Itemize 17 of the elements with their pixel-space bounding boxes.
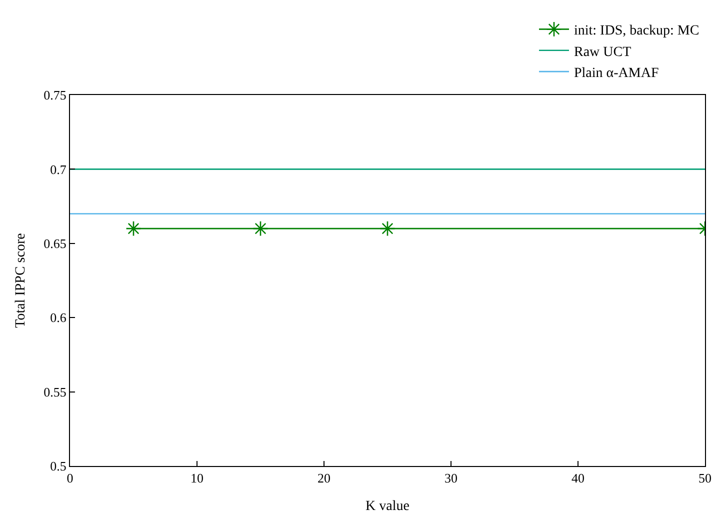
y-tick-label: 0.75 — [44, 88, 66, 103]
y-tick-label: 0.7 — [50, 162, 67, 177]
y-tick-label: 0.65 — [44, 236, 66, 251]
y-tick-label: 0.55 — [44, 384, 66, 400]
y-tick-label: 0.6 — [50, 310, 67, 326]
x-tick-label: 30 — [444, 470, 458, 486]
x-tick-label: 0 — [66, 470, 74, 486]
legend-label: Raw UCT — [574, 44, 632, 60]
y-axis-title: Total IPPC score — [13, 233, 28, 328]
x-tick-label: 50 — [698, 470, 712, 486]
legend-label: init: IDS, backup: MC — [574, 24, 700, 39]
x-tick-label: 20 — [318, 470, 330, 486]
x-axis-title: K value — [366, 498, 410, 514]
y-tick-label: 0.5 — [50, 458, 66, 474]
x-tick-label: 10 — [190, 470, 204, 486]
legend-label: Plain α-AMAF — [574, 66, 659, 82]
x-tick-label: 40 — [572, 470, 584, 486]
